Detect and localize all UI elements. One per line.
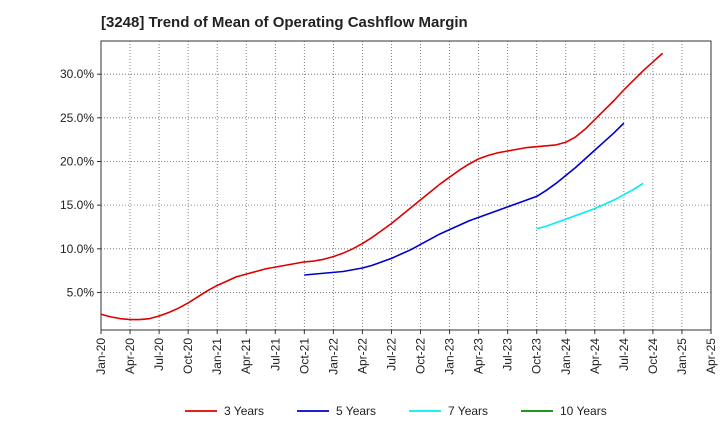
x-tick-label: Apr-20 — [123, 338, 137, 374]
x-tick-label: Jan-22 — [326, 338, 340, 375]
x-tick-label: Apr-21 — [239, 338, 253, 374]
y-axis: 5.0% 10.0% 15.0% 20.0% 25.0% 30.0% — [60, 67, 101, 299]
legend-label: 10 Years — [560, 404, 607, 418]
x-tick-label: Jan-24 — [559, 338, 573, 375]
legend-item: 3 Years — [185, 404, 264, 418]
x-tick-label: Oct-20 — [181, 338, 195, 374]
grid — [100, 41, 712, 330]
x-tick-label: Jul-23 — [501, 338, 515, 371]
plot-frame — [100, 40, 712, 331]
y-tick-label: 25.0% — [60, 111, 94, 125]
x-tick-label: Jan-21 — [210, 338, 224, 375]
y-tick-label: 15.0% — [60, 198, 94, 212]
series-lines — [100, 52, 664, 321]
x-tick-label: Oct-21 — [297, 338, 311, 374]
x-tick-label: Apr-23 — [472, 338, 486, 374]
legend: 3 Years 5 Years 7 Years 10 Years — [185, 404, 607, 418]
x-tick-label: Oct-22 — [414, 338, 428, 374]
x-tick-label: Jul-24 — [617, 338, 631, 371]
series-line — [100, 52, 664, 321]
x-tick-label: Jul-20 — [152, 338, 166, 371]
series-line — [304, 122, 625, 276]
legend-label: 3 Years — [224, 404, 264, 418]
x-tick-label: Jul-21 — [268, 338, 282, 371]
x-tick-label: Jan-25 — [675, 338, 689, 375]
x-tick-label: Jul-22 — [384, 338, 398, 371]
chart-title: [3248] Trend of Mean of Operating Cashfl… — [101, 14, 468, 31]
y-tick-label: 20.0% — [60, 154, 94, 168]
x-tick-label: Apr-24 — [588, 338, 602, 374]
y-tick-label: 10.0% — [60, 242, 94, 256]
x-tick-label: Apr-25 — [704, 338, 718, 374]
y-tick-label: 30.0% — [60, 67, 94, 81]
x-tick-label: Apr-22 — [355, 338, 369, 374]
legend-item: 5 Years — [297, 404, 376, 418]
series-line — [536, 182, 644, 230]
legend-item: 10 Years — [521, 404, 607, 418]
legend-label: 5 Years — [336, 404, 376, 418]
legend-label: 7 Years — [448, 404, 488, 418]
legend-item: 7 Years — [409, 404, 488, 418]
x-tick-label: Jan-23 — [443, 338, 457, 375]
x-tick-label: Oct-24 — [646, 338, 660, 374]
x-axis: Jan-20 Apr-20 Jul-20 Oct-20 Jan-21 Apr-21 Jul-… — [94, 330, 718, 375]
x-tick-label: Jan-20 — [94, 338, 108, 375]
y-tick-label: 5.0% — [67, 285, 95, 299]
x-tick-label: Oct-23 — [530, 338, 544, 374]
